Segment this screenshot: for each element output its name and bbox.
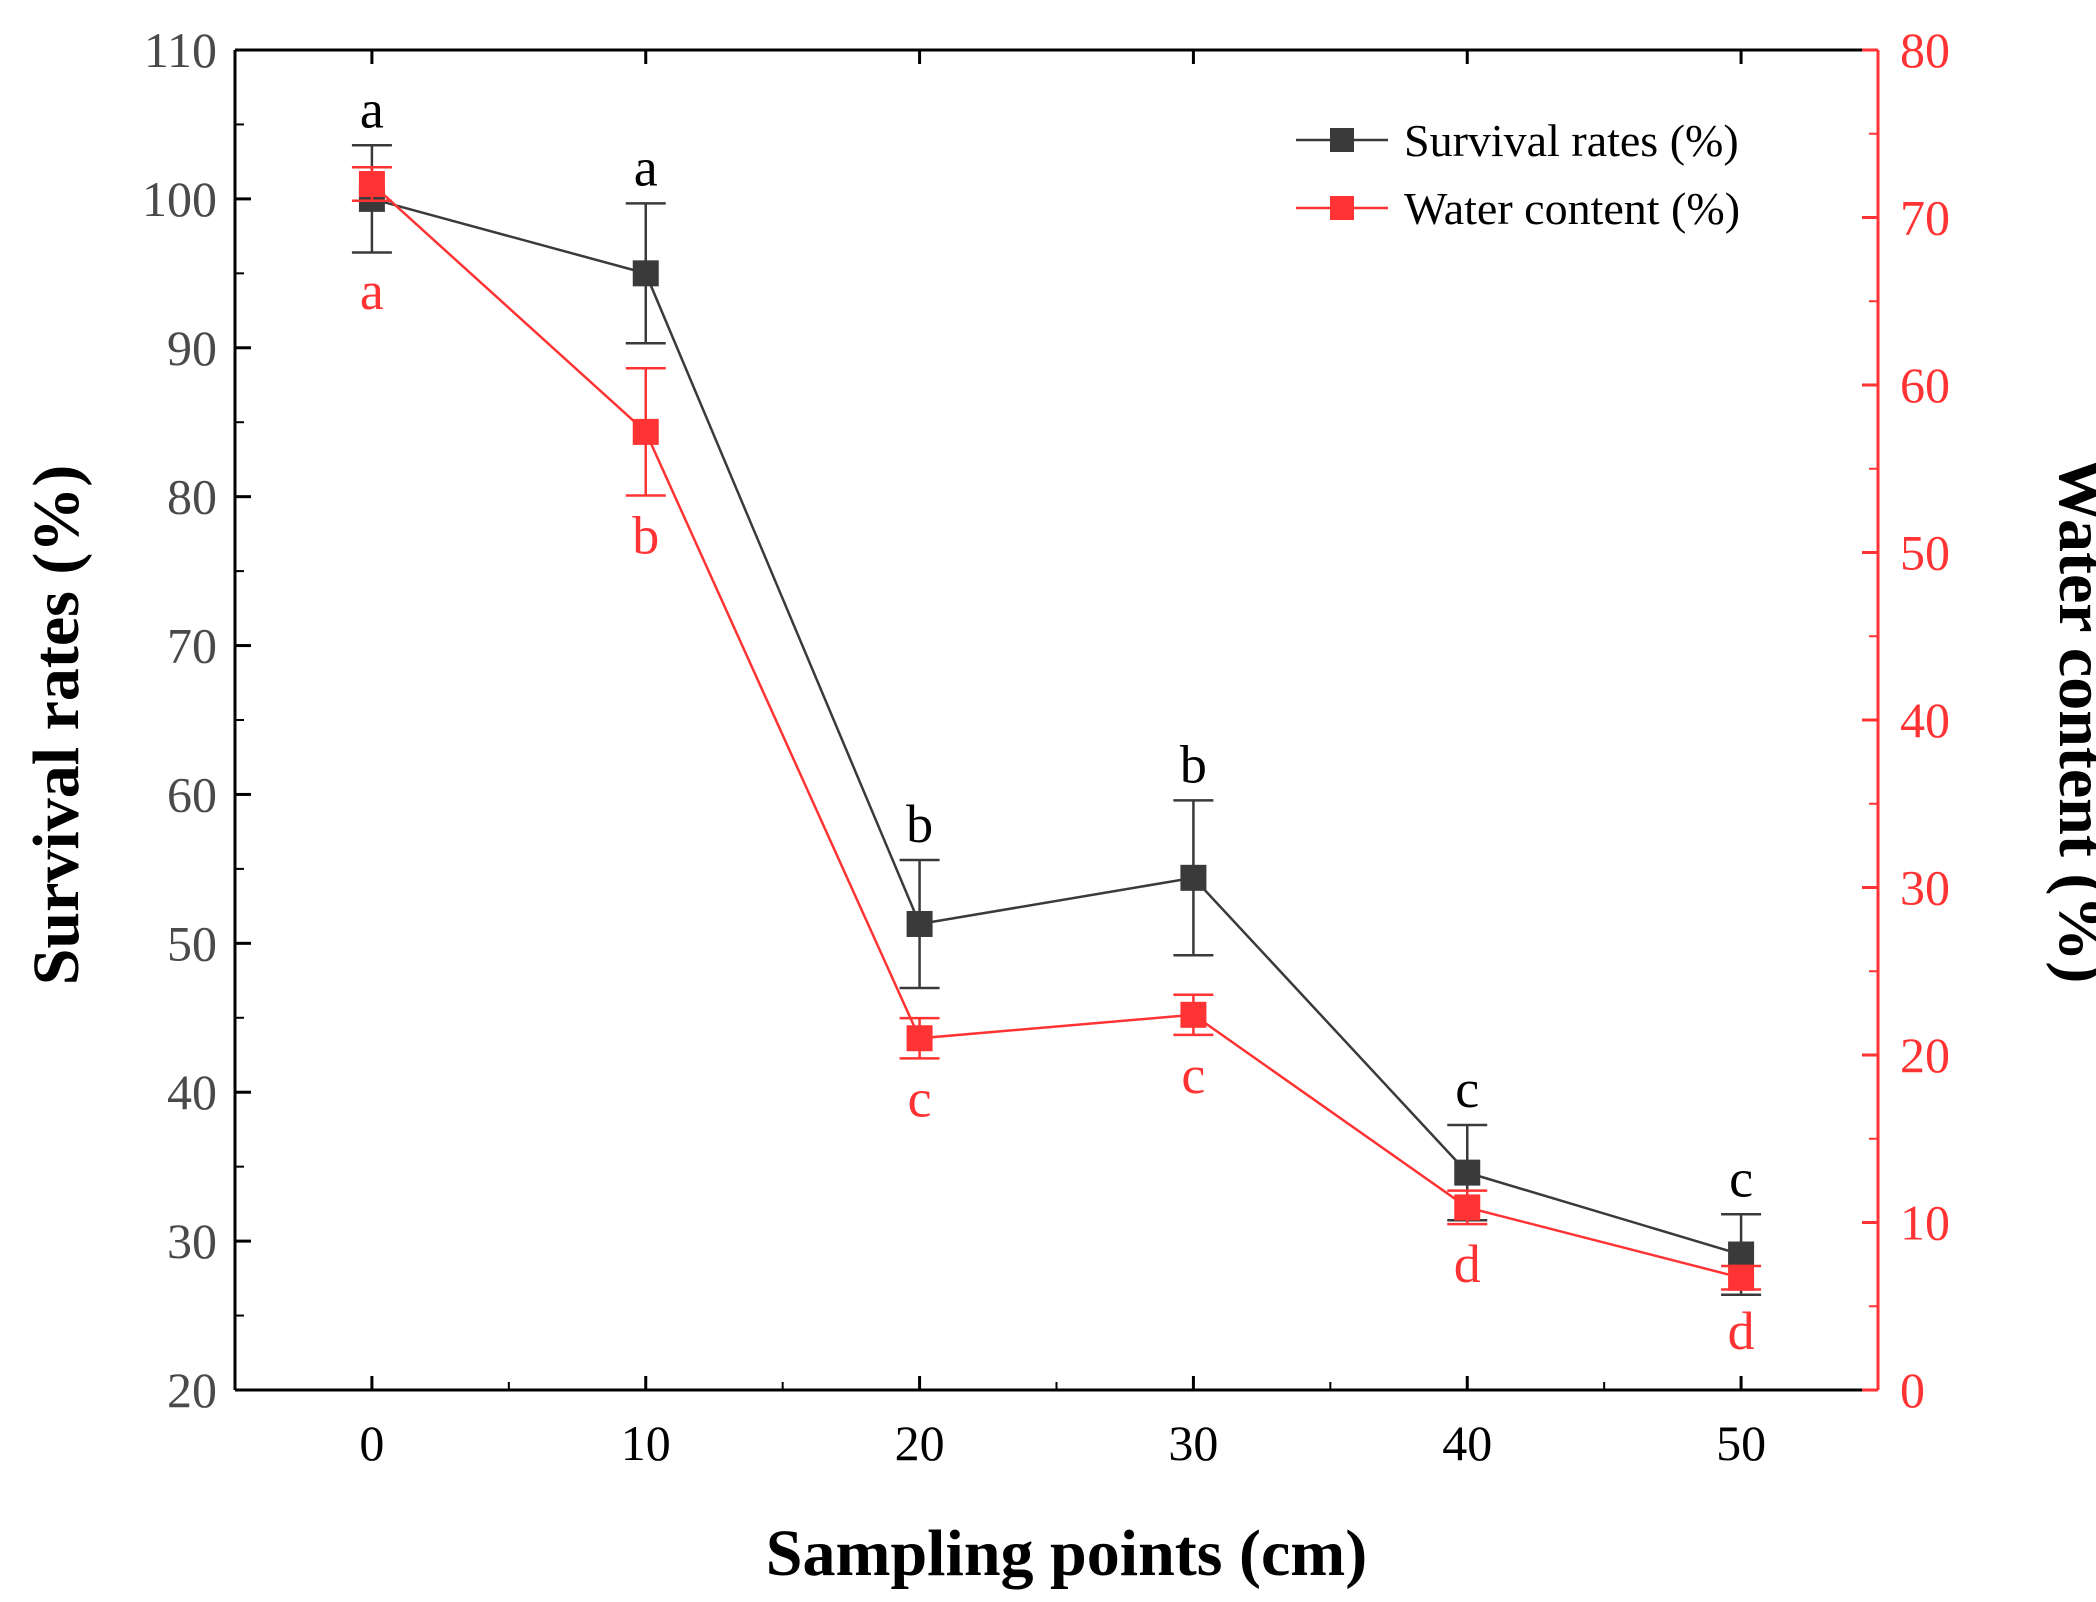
legend-label: Survival rates (%)	[1404, 115, 1739, 166]
series-line-0	[371, 197, 1742, 1256]
x-tick-label: 10	[621, 1415, 671, 1471]
data-point	[906, 910, 933, 937]
data-point	[358, 171, 385, 197]
significance-label: b	[632, 506, 659, 566]
significance-label: c	[1181, 1045, 1205, 1105]
x-axis-title: Sampling points (cm)	[766, 1517, 1367, 1590]
left-y-tick-label: 80	[167, 469, 217, 525]
right-y-tick-label: 10	[1900, 1195, 1950, 1251]
legend-marker	[1330, 128, 1354, 152]
right-y-tick-label: 30	[1900, 860, 1950, 916]
data-point	[1728, 1241, 1755, 1268]
left-y-tick-label: 70	[167, 618, 217, 674]
data-point	[1180, 1001, 1207, 1028]
left-y-tick-label: 90	[167, 320, 217, 376]
left-y-tick-label: 110	[144, 22, 217, 78]
data-point	[632, 418, 659, 445]
significance-label: c	[1455, 1059, 1479, 1119]
data-point	[1728, 1264, 1755, 1291]
right-y-tick-label: 40	[1900, 692, 1950, 748]
x-tick-label: 20	[895, 1415, 945, 1471]
x-tick-label: 0	[359, 1415, 384, 1471]
right-y-tick-label: 0	[1900, 1362, 1925, 1418]
data-point	[632, 260, 659, 287]
data-point	[1454, 1194, 1481, 1221]
right-y-tick-label: 50	[1900, 525, 1950, 581]
left-y-tick-label: 30	[167, 1213, 217, 1269]
legend-label: Water content (%)	[1404, 183, 1740, 234]
data-point	[906, 1025, 933, 1052]
significance-label: c	[1729, 1148, 1753, 1208]
data-point	[1454, 1159, 1481, 1186]
data-point	[1180, 864, 1207, 891]
left-y-tick-label: 20	[167, 1362, 217, 1418]
significance-label: b	[906, 794, 933, 854]
right-y-tick-label: 60	[1900, 357, 1950, 413]
right-y-tick-label: 20	[1900, 1027, 1950, 1083]
right-y-tick-label: 70	[1900, 190, 1950, 246]
left-y-tick-label: 50	[167, 915, 217, 971]
significance-label: b	[1180, 734, 1207, 794]
significance-label: d	[1454, 1234, 1481, 1294]
left-y-tick-label: 100	[142, 171, 217, 227]
x-tick-label: 50	[1716, 1415, 1766, 1471]
significance-label: d	[1728, 1301, 1755, 1361]
x-tick-label: 30	[1168, 1415, 1218, 1471]
right-y-axis-title: Water content (%)	[2045, 457, 2096, 984]
significance-label: a	[634, 137, 658, 197]
significance-label: a	[360, 261, 384, 321]
significance-label: a	[360, 79, 384, 139]
series-line-1	[371, 183, 1742, 1279]
legend-marker	[1330, 196, 1354, 220]
left-y-tick-label: 40	[167, 1064, 217, 1120]
left-y-tick-label: 60	[167, 766, 217, 822]
left-y-axis-title: Survival rates (%)	[20, 465, 93, 986]
right-y-tick-label: 80	[1900, 22, 1950, 78]
significance-label: c	[908, 1068, 932, 1128]
x-tick-label: 40	[1442, 1415, 1492, 1471]
